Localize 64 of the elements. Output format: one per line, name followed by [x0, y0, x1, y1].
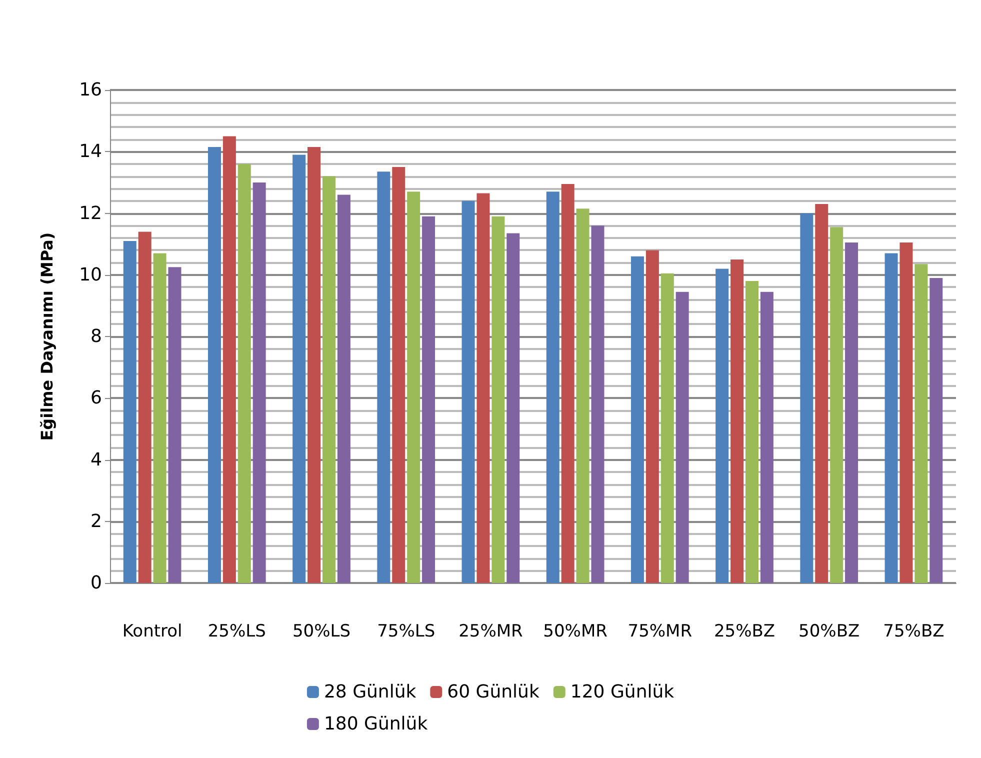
- bar: [716, 268, 729, 583]
- x-tick-label: 25%LS: [208, 622, 266, 642]
- legend-label: 180 Günlük: [324, 714, 428, 734]
- y-tick-label: 14: [79, 141, 102, 162]
- bar: [930, 278, 943, 583]
- bar: [392, 167, 406, 583]
- bar: [153, 253, 166, 583]
- y-tick-label: 8: [90, 326, 102, 347]
- bar: [308, 147, 321, 583]
- bar: [138, 232, 152, 583]
- y-axis-title: Eğilme Dayanımı (MPa): [38, 232, 56, 441]
- x-tick-label: 25%BZ: [714, 622, 776, 642]
- bar: [252, 182, 266, 583]
- bar: [476, 193, 490, 583]
- x-tick-label: 75%MR: [628, 622, 692, 642]
- bar: [900, 242, 913, 583]
- bar: [630, 256, 644, 583]
- bar: [377, 172, 390, 583]
- y-tick-label: 12: [79, 202, 102, 224]
- y-tick-label: 10: [79, 264, 102, 286]
- y-tick-label: 2: [90, 510, 102, 532]
- bar: [208, 147, 221, 583]
- bar: [546, 192, 560, 583]
- bar: [422, 216, 436, 583]
- bar: [168, 267, 182, 583]
- bar: [646, 250, 659, 583]
- bar: [830, 227, 844, 583]
- bar: [760, 292, 774, 583]
- bar: [745, 281, 758, 583]
- bar: [576, 208, 590, 583]
- bar: [845, 242, 858, 583]
- bar: [730, 259, 744, 583]
- y-tick-label: 0: [90, 572, 102, 594]
- y-tick-label: 16: [79, 80, 102, 100]
- x-tick-label: 50%LS: [292, 622, 351, 642]
- bar: [292, 154, 306, 583]
- x-tick-label: Kontrol: [122, 622, 182, 642]
- bar: [322, 176, 336, 583]
- bar: [337, 194, 350, 583]
- bar: [884, 253, 898, 583]
- x-tick-label: 75%BZ: [883, 622, 944, 642]
- bar: [676, 292, 689, 583]
- x-tick-label: 25%MR: [458, 622, 524, 642]
- y-tick-label: 6: [90, 388, 102, 409]
- bar: [407, 192, 420, 583]
- bar: [238, 164, 251, 583]
- bar: [914, 264, 928, 583]
- legend-label: 60 Günlük: [447, 682, 540, 702]
- bar: [506, 233, 520, 583]
- legend-label: 28 Günlük: [324, 682, 417, 702]
- bar: [591, 226, 604, 583]
- y-tick-label: 4: [90, 449, 102, 470]
- x-tick-label: 50%BZ: [798, 622, 860, 642]
- bar: [123, 240, 136, 583]
- bar: [462, 200, 475, 583]
- bar: [561, 184, 574, 583]
- bar: [800, 213, 814, 583]
- bar: [492, 216, 505, 583]
- bar: [815, 204, 828, 583]
- bar: [222, 136, 236, 583]
- bar: [660, 273, 674, 583]
- x-tick-label: 50%MR: [543, 622, 608, 642]
- legend-label: 120 Günlük: [570, 682, 675, 702]
- x-tick-label: 75%LS: [377, 622, 436, 642]
